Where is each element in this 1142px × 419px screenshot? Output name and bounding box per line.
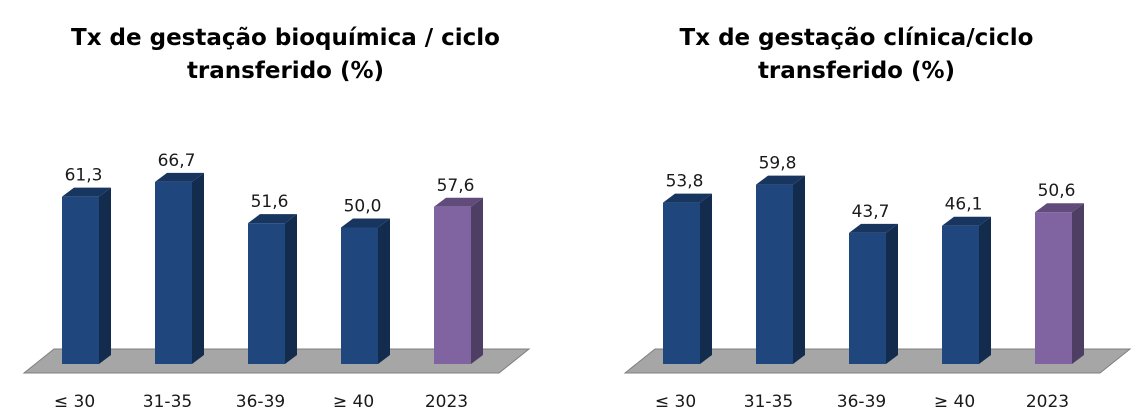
data-label: 57,6 xyxy=(437,176,475,196)
data-label: 51,6 xyxy=(251,192,289,212)
chart-panel-biochemical: Tx de gestação bioquímica / ciclo transf… xyxy=(0,22,571,412)
bar-side xyxy=(471,197,483,364)
data-label: 53,8 xyxy=(666,172,704,192)
bar-side xyxy=(886,223,898,364)
chart-title-line-1: Tx de gestação bioquímica / ciclo xyxy=(71,25,500,51)
data-label: 50,0 xyxy=(344,197,382,217)
bar-front xyxy=(663,202,700,364)
bar-front xyxy=(62,196,99,364)
category-label: ≥ 40 xyxy=(934,392,975,412)
bar-1 xyxy=(62,187,111,364)
bar-top xyxy=(756,175,805,185)
chart-title: Tx de gestação clínica/ciclo transferido… xyxy=(571,22,1142,88)
bar-top xyxy=(341,218,390,228)
data-label: 43,7 xyxy=(852,202,890,222)
bar-side xyxy=(378,218,390,364)
category-label: 31-35 xyxy=(744,392,793,412)
bar-top xyxy=(434,197,483,207)
bar-front xyxy=(849,232,886,364)
bar-4 xyxy=(942,216,991,364)
category-label: 36-39 xyxy=(236,392,285,412)
bar-2 xyxy=(756,175,805,364)
data-label: 46,1 xyxy=(945,195,983,215)
bar-top xyxy=(663,193,712,203)
bar-top xyxy=(248,214,297,224)
bar-4 xyxy=(341,218,390,364)
bar-top xyxy=(1035,203,1084,213)
bar-5 xyxy=(1035,203,1084,364)
chart-plot-area: 53,8 ≤ 30 59,8 31-35 43,7 36-39 46,1 ≥ 40 50,6 20… xyxy=(623,154,1132,412)
category-label: ≤ 30 xyxy=(655,392,696,412)
category-label: 36-39 xyxy=(837,392,886,412)
bar-front xyxy=(434,206,471,364)
category-label: ≥ 40 xyxy=(333,392,374,412)
category-label: 31-35 xyxy=(143,392,192,412)
bar-side xyxy=(192,172,204,364)
category-label: ≤ 30 xyxy=(54,392,95,412)
chart-title: Tx de gestação bioquímica / ciclo transf… xyxy=(0,22,571,88)
bar-3 xyxy=(248,214,297,364)
bar-1 xyxy=(663,193,712,364)
bar-front xyxy=(1035,212,1072,364)
bar-top xyxy=(155,172,204,182)
data-label: 66,7 xyxy=(158,151,196,171)
bar-side xyxy=(979,216,991,364)
bar-top xyxy=(942,216,991,226)
bar-side xyxy=(793,175,805,364)
data-label: 50,6 xyxy=(1038,181,1076,201)
bar-side xyxy=(1072,203,1084,364)
chart-title-line-2: transferido (%) xyxy=(186,58,385,84)
bar-front xyxy=(341,227,378,364)
chart-title-line-1: Tx de gestação clínica/ciclo xyxy=(679,25,1034,51)
bar-front xyxy=(942,225,979,364)
bar-top xyxy=(849,223,898,233)
bar-5 xyxy=(434,197,483,364)
bar-side xyxy=(700,193,712,364)
bar-side xyxy=(99,187,111,364)
bar-2 xyxy=(155,172,204,364)
bar-top xyxy=(62,187,111,197)
bar-side xyxy=(285,214,297,364)
data-label: 61,3 xyxy=(65,166,103,186)
chart-title-line-2: transferido (%) xyxy=(757,58,956,84)
bar-front xyxy=(248,223,285,364)
category-label: 2023 xyxy=(1026,392,1069,412)
chart-plot-area: 61,3 ≤ 30 66,7 31-35 51,6 36-39 50,0 ≥ 40 57,6 20… xyxy=(22,151,531,412)
chart-panel-clinical: Tx de gestação clínica/ciclo transferido… xyxy=(571,0,1142,419)
bar-3 xyxy=(849,223,898,364)
bar-front xyxy=(155,181,192,364)
data-label: 59,8 xyxy=(759,154,797,174)
bar-front xyxy=(756,184,793,364)
category-label: 2023 xyxy=(425,392,468,412)
